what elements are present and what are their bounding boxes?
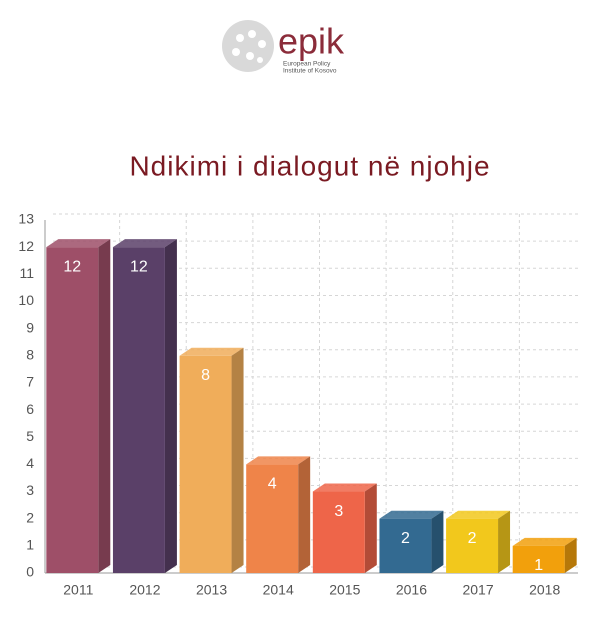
x-tick-label: 2014 (263, 582, 294, 598)
value-label: 3 (334, 503, 343, 520)
logo-name: epik (278, 21, 345, 62)
y-tick-label: 3 (26, 482, 34, 498)
bar-front (512, 545, 565, 573)
y-tick-label: 9 (26, 319, 34, 335)
bar (512, 537, 577, 573)
value-label: 2 (468, 530, 477, 547)
bar-top (179, 347, 244, 356)
bar-front (379, 518, 432, 573)
x-tick-label: 2015 (329, 582, 360, 598)
bar-side (498, 510, 511, 573)
bar (46, 239, 111, 573)
y-tick-label: 11 (19, 265, 34, 281)
value-label: 12 (130, 258, 148, 275)
bar-side (231, 347, 244, 573)
y-tick-label: 6 (26, 401, 34, 417)
bar (246, 456, 311, 573)
bar-side (364, 483, 377, 573)
y-tick-label: 7 (26, 374, 34, 390)
y-tick-label: 8 (26, 346, 34, 362)
x-tick-label: 2012 (129, 582, 160, 598)
y-tick-label: 4 (26, 455, 34, 471)
logo-globe (222, 20, 274, 72)
bar-front (179, 355, 232, 573)
logo-subtitle: Institute of Kosovo (283, 68, 337, 75)
x-tick-label: 2011 (63, 582, 93, 598)
bar-front (312, 491, 365, 573)
bar-top (512, 537, 577, 546)
logo: epik European Policy Institute of Kosovo (222, 20, 345, 75)
bar (112, 239, 177, 573)
bar-front (446, 518, 499, 573)
bar-front (46, 247, 99, 573)
bar-top (312, 483, 377, 492)
bar-side (98, 239, 111, 573)
y-tick-label: 5 (26, 428, 34, 444)
bar-side (298, 456, 311, 573)
logo-star (258, 40, 266, 48)
bar (179, 347, 244, 573)
bar-side (164, 239, 177, 573)
y-tick-label: 10 (18, 292, 34, 308)
y-tick-label: 1 (26, 537, 34, 553)
x-tick-label: 2013 (196, 582, 227, 598)
value-label: 2 (401, 530, 410, 547)
logo-star (246, 52, 254, 60)
value-label: 4 (268, 476, 277, 493)
y-tick-label: 0 (26, 564, 34, 580)
x-tick-label: 2017 (462, 582, 493, 598)
y-tick-label: 2 (26, 509, 34, 525)
bar (379, 510, 444, 573)
logo-star (257, 57, 263, 63)
y-tick-label: 13 (18, 211, 34, 227)
bar (446, 510, 511, 573)
bar-front (246, 464, 299, 573)
chart-title: Ndikimi i dialogut në njohje (129, 150, 490, 181)
logo-star (236, 34, 244, 42)
value-label: 1 (534, 557, 543, 574)
y-tick-label: 12 (18, 238, 34, 254)
bar-front (112, 247, 165, 573)
x-tick-label: 2018 (529, 582, 560, 598)
bar (312, 483, 377, 573)
bar-top (246, 456, 311, 465)
bar-side (564, 537, 577, 573)
x-tick-label: 2016 (396, 582, 427, 598)
logo-star (248, 30, 256, 38)
bar-top (46, 239, 111, 248)
bar-top (379, 510, 444, 519)
value-label: 12 (63, 258, 81, 275)
value-label: 8 (201, 367, 210, 384)
logo-subtitle: European Policy (283, 61, 331, 68)
bar-top (112, 239, 177, 248)
bar-top (446, 510, 511, 519)
logo-star (232, 48, 240, 56)
bar-side (431, 510, 444, 573)
